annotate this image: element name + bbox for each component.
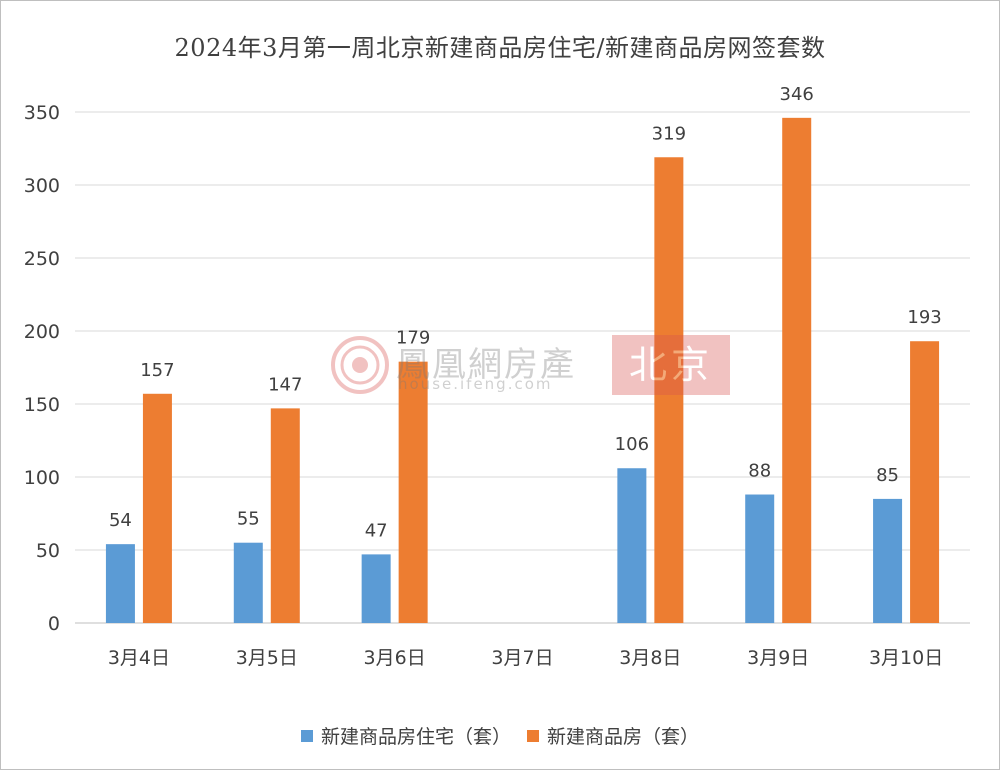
legend-label: 新建商品房住宅（套） [320, 726, 511, 748]
data-label: 88 [748, 461, 771, 482]
bar [142, 393, 172, 623]
y-tick-label: 200 [24, 321, 60, 343]
x-tick-label: 3月7日 [491, 647, 553, 669]
bar [654, 157, 684, 623]
data-label: 346 [780, 84, 814, 105]
watermark-brand: 鳳凰網房產 [396, 345, 576, 385]
y-axis-ticks: 0 50 100 150 200 250 300 350 [24, 102, 60, 635]
y-tick-label: 150 [24, 394, 60, 416]
legend-swatch [300, 730, 313, 742]
y-tick-label: 0 [48, 613, 60, 635]
watermark-url: house.ifeng.com [398, 375, 553, 393]
x-tick-label: 3月8日 [619, 647, 681, 669]
data-label: 147 [268, 374, 302, 395]
y-tick-label: 100 [24, 467, 60, 489]
bars [105, 117, 940, 623]
data-label: 106 [615, 434, 649, 455]
x-tick-label: 3月6日 [364, 647, 426, 669]
phoenix-logo-icon [331, 336, 389, 394]
data-label: 54 [109, 510, 132, 531]
data-label: 157 [140, 360, 174, 381]
legend-item: 新建商品房住宅（套） [300, 722, 511, 749]
legend-swatch [527, 730, 539, 742]
y-tick-label: 250 [24, 248, 60, 270]
data-label: 319 [652, 123, 686, 144]
watermark-city: 北京 [612, 335, 730, 395]
watermark: 鳳凰網房產 house.ifeng.com 北京 [330, 335, 740, 397]
bar [910, 341, 940, 623]
legend: 新建商品房住宅（套） 新建商品房（套） [0, 722, 1000, 749]
x-axis-ticks: 3月4日 3月5日 3月6日 3月7日 3月8日 3月9日 3月10日 [108, 647, 943, 669]
legend-label: 新建商品房（套） [547, 726, 700, 748]
data-label: 193 [907, 307, 941, 328]
x-tick-label: 3月9日 [747, 647, 809, 669]
y-tick-label: 300 [24, 175, 60, 197]
chart-title: 2024年3月第一周北京新建商品房住宅/新建商品房网签套数 [174, 34, 826, 62]
x-tick-label: 3月10日 [869, 647, 943, 669]
bar [398, 361, 428, 623]
bar [270, 408, 300, 623]
y-tick-label: 50 [36, 540, 60, 562]
y-tick-label: 350 [24, 102, 60, 124]
bar [105, 544, 135, 623]
bar [617, 468, 647, 623]
bar [233, 542, 263, 623]
bar [361, 554, 391, 623]
x-tick-label: 3月4日 [108, 647, 170, 669]
bar [745, 494, 775, 623]
bar [782, 117, 812, 623]
grid-lines [75, 111, 970, 624]
data-label: 179 [396, 328, 430, 349]
data-labels: 54 157 55 147 47 179 106 319 88 346 85 193 [109, 84, 942, 542]
bar [873, 498, 903, 623]
legend-item: 新建商品房（套） [527, 722, 699, 749]
x-tick-label: 3月5日 [236, 647, 298, 669]
data-label: 55 [237, 509, 260, 530]
data-label: 85 [876, 465, 899, 486]
data-label: 47 [365, 520, 388, 541]
